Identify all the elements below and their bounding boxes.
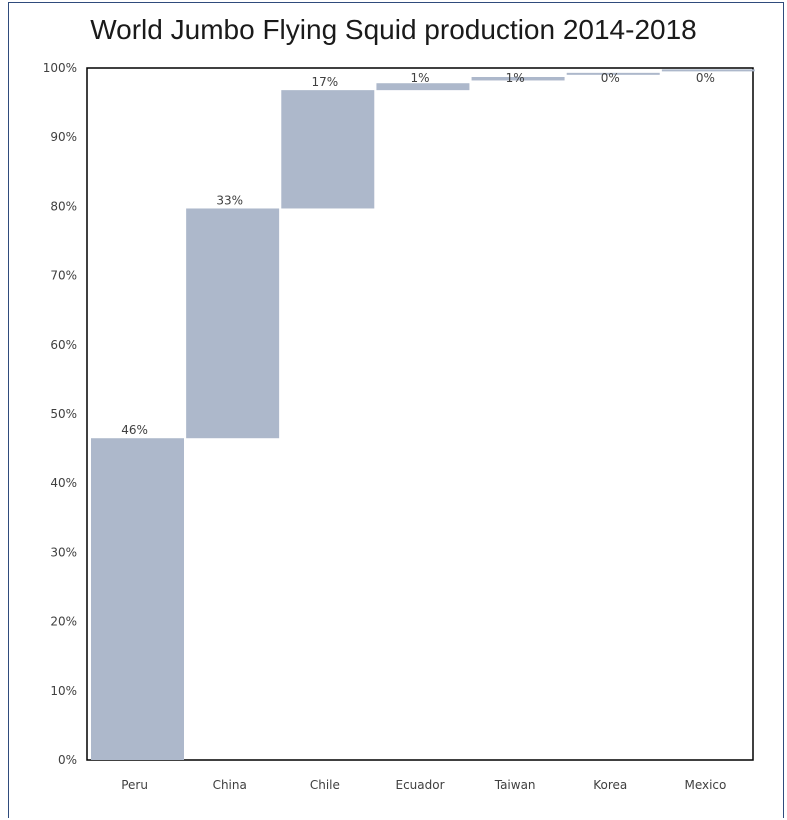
y-axis: 0% 10% 20% 30% 40% 50% 60% 70% 80% 90% 100%	[43, 61, 77, 767]
y-tick-label: 80%	[50, 199, 77, 213]
y-tick-label: 20%	[50, 615, 77, 629]
x-tick-label-korea: Korea	[593, 778, 627, 792]
data-label-korea: 0%	[601, 71, 620, 85]
bar-peru	[91, 438, 184, 760]
x-tick-label-taiwan: Taiwan	[494, 778, 536, 792]
data-label-peru: 46%	[121, 423, 148, 437]
y-tick-label: 100%	[43, 61, 77, 75]
y-tick-label: 40%	[50, 476, 77, 490]
x-tick-label-ecuador: Ecuador	[395, 778, 444, 792]
x-tick-label-china: China	[213, 778, 247, 792]
y-tick-label: 30%	[50, 545, 77, 559]
data-label-china: 33%	[216, 193, 243, 207]
x-tick-label-mexico: Mexico	[684, 778, 726, 792]
y-tick-label: 90%	[50, 130, 77, 144]
y-tick-label: 10%	[50, 684, 77, 698]
x-tick-label-chile: Chile	[310, 778, 340, 792]
y-tick-label: 0%	[58, 753, 77, 767]
x-tick-label-peru: Peru	[121, 778, 148, 792]
data-label-ecuador: 1%	[410, 71, 429, 85]
bar-chile	[281, 90, 374, 208]
bar-china	[186, 208, 279, 438]
y-tick-label: 50%	[50, 407, 77, 421]
bars	[91, 69, 755, 760]
data-label-mexico: 0%	[696, 71, 715, 85]
data-label-taiwan: 1%	[506, 71, 525, 85]
y-tick-label: 60%	[50, 338, 77, 352]
x-axis: Peru China Chile Ecuador Taiwan Korea Mexico	[121, 778, 726, 792]
y-tick-label: 70%	[50, 269, 77, 283]
data-label-chile: 17%	[312, 75, 339, 89]
